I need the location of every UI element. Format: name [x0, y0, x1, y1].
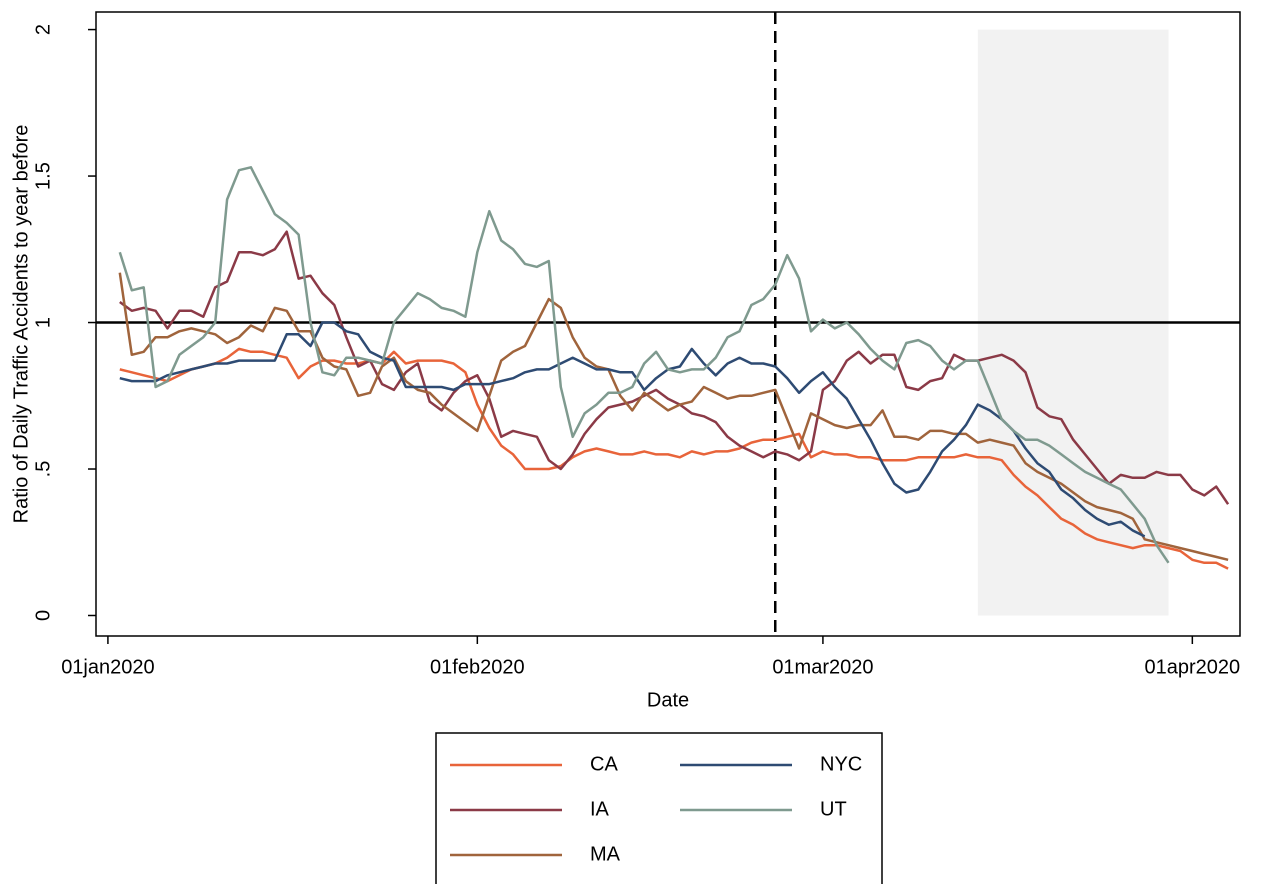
y-tick-label: .5 — [32, 461, 54, 478]
legend-label: CA — [590, 753, 618, 775]
data-line — [118, 166, 1170, 564]
x-tick-label: 01jan2020 — [61, 656, 154, 678]
data-line — [118, 272, 1229, 562]
y-tick-label: 1.5 — [32, 162, 54, 190]
data-line — [119, 321, 1146, 538]
x-tick-label: 01mar2020 — [772, 656, 873, 678]
legend-label: NYC — [820, 753, 862, 775]
y-tick-label: 2 — [32, 24, 54, 35]
legend-label: MA — [590, 843, 621, 865]
data-line — [119, 347, 1229, 570]
y-axis-title: Ratio of Daily Traffic Accidents to year… — [10, 125, 32, 524]
y-tick-label: 0 — [32, 610, 54, 621]
legend-label: IA — [590, 798, 610, 820]
x-tick-label: 01apr2020 — [1145, 656, 1241, 678]
legend-label: UT — [820, 798, 847, 820]
legend-box — [435, 732, 883, 884]
x-tick-label: 01feb2020 — [430, 656, 525, 678]
x-axis-title: Date — [647, 689, 689, 711]
plot-frame — [95, 11, 1241, 637]
y-tick-label: 1 — [32, 317, 54, 328]
